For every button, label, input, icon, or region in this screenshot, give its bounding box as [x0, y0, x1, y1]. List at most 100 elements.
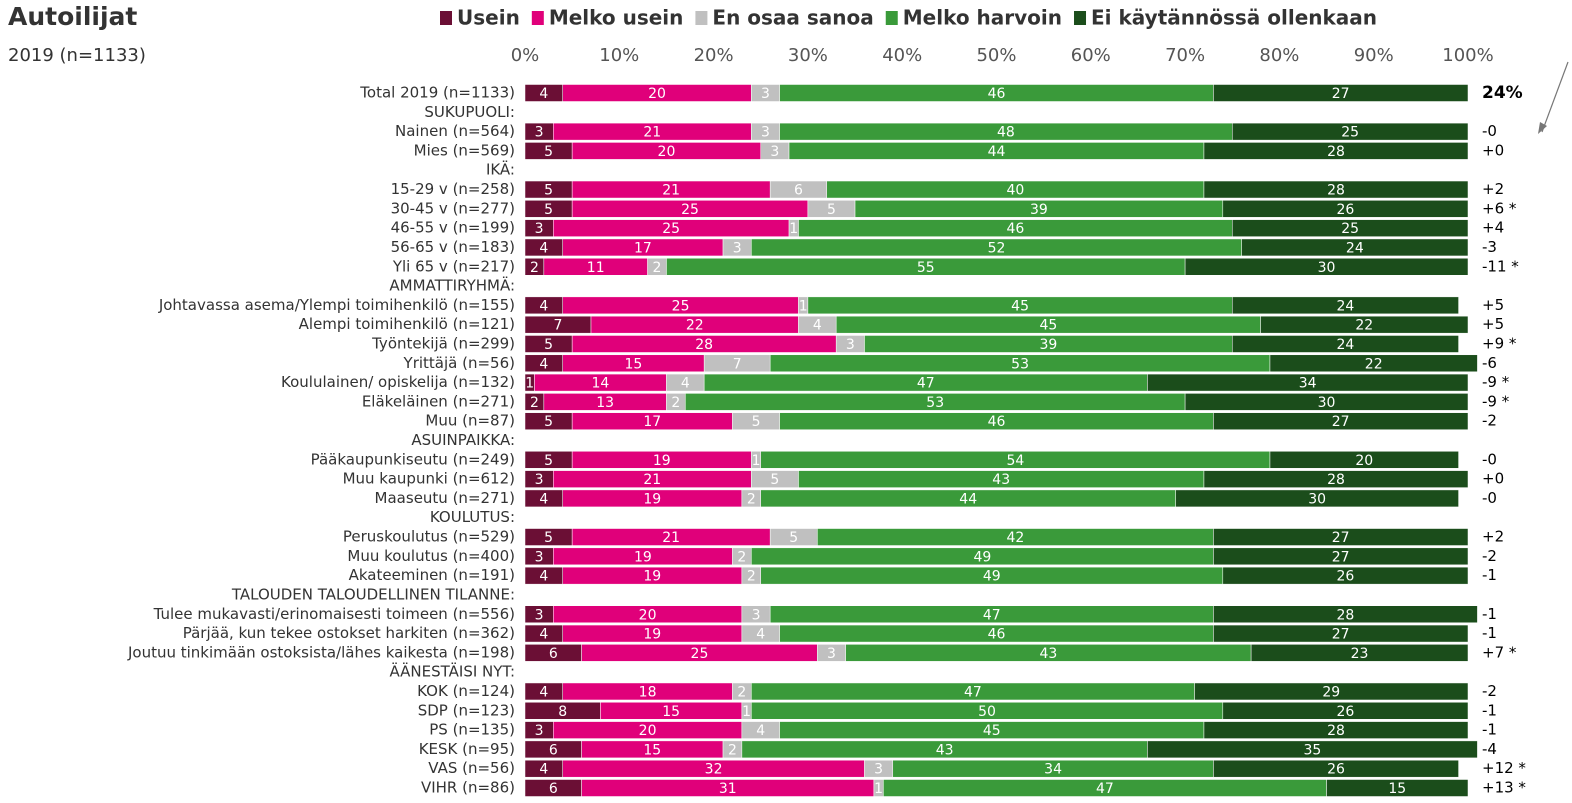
- value-label: 25: [691, 646, 709, 662]
- change-label: -1: [1482, 721, 1497, 739]
- row-label: SUKUPUOLI:: [424, 103, 515, 121]
- value-label: 3: [770, 144, 779, 160]
- value-label: 43: [1039, 646, 1057, 662]
- bar-segment: [1260, 315, 1469, 334]
- value-label: 27: [1332, 627, 1350, 643]
- change-label: -0: [1482, 122, 1497, 140]
- change-label: -6: [1482, 354, 1497, 372]
- value-label: 19: [643, 569, 661, 585]
- value-label: 31: [719, 781, 737, 797]
- value-label: 3: [752, 607, 761, 623]
- value-label: 1: [789, 221, 798, 237]
- change-label: -1: [1482, 566, 1497, 584]
- value-label: 39: [1030, 202, 1048, 218]
- value-label: 6: [549, 781, 558, 797]
- value-label: 2: [747, 569, 756, 585]
- value-label: 1: [752, 453, 761, 469]
- value-label: 4: [539, 491, 548, 507]
- value-label: 5: [752, 414, 761, 430]
- value-label: 24: [1336, 298, 1354, 314]
- value-label: 4: [756, 627, 765, 643]
- bar-segment: [1232, 219, 1469, 237]
- change-label: +12 *: [1482, 759, 1526, 777]
- value-label: 34: [1044, 762, 1062, 778]
- change-label: +2: [1482, 180, 1504, 198]
- value-label: 49: [983, 569, 1001, 585]
- value-label: 28: [1327, 472, 1345, 488]
- bar-segment: [1232, 296, 1459, 315]
- value-label: 19: [643, 491, 661, 507]
- row-label: Yrittäjä (n=56): [403, 354, 515, 372]
- row-label: VIHR (n=86): [421, 779, 515, 797]
- row-label: Pärjää, kun tekee ostokset harkiten (n=3…: [183, 624, 515, 642]
- bar-segment: [1213, 759, 1459, 778]
- value-label: 20: [639, 723, 657, 739]
- value-label: 4: [539, 627, 548, 643]
- row-label: Joutuu tinkimään ostoksista/lähes kaikes…: [127, 643, 515, 661]
- value-label: 26: [1336, 704, 1354, 720]
- value-label: 30: [1318, 260, 1336, 276]
- change-label: +13 *: [1482, 779, 1526, 797]
- value-label: 54: [1006, 453, 1024, 469]
- change-label: -1: [1482, 701, 1497, 719]
- value-label: 21: [662, 530, 680, 546]
- row-label: ÄÄNESTÄISI NYT:: [389, 662, 515, 681]
- value-label: 17: [634, 240, 652, 256]
- value-label: 45: [1011, 298, 1029, 314]
- value-label: 20: [648, 86, 666, 102]
- x-tick-label: 70%: [1165, 45, 1205, 66]
- row-label: Koululainen/ opiskelija (n=132): [281, 373, 515, 391]
- value-label: 4: [539, 684, 548, 700]
- value-label: 8: [558, 704, 567, 720]
- value-label: 5: [789, 530, 798, 546]
- value-label: 4: [756, 723, 765, 739]
- bar-segment: [1213, 528, 1469, 546]
- value-label: 5: [827, 202, 836, 218]
- change-label: 24%: [1482, 83, 1523, 103]
- value-label: 3: [535, 549, 544, 565]
- row-label: Johtavassa asema/Ylempi toimihenkilö (n=…: [158, 296, 515, 314]
- value-label: 32: [705, 762, 723, 778]
- value-label: 4: [813, 318, 822, 334]
- arrow: [1541, 61, 1569, 133]
- legend-label: Melko usein: [549, 6, 684, 30]
- change-label: +0: [1482, 470, 1504, 488]
- row-label: Eläkeläinen (n=271): [362, 392, 515, 410]
- value-label: 1: [799, 298, 808, 314]
- value-label: 2: [747, 491, 756, 507]
- value-label: 27: [1332, 549, 1350, 565]
- bar-segment: [1147, 740, 1478, 759]
- value-label: 4: [539, 569, 548, 585]
- x-tick-label: 100%: [1442, 45, 1493, 66]
- value-label: 20: [639, 607, 657, 623]
- value-label: 25: [662, 221, 680, 237]
- bar-segment: [1232, 335, 1459, 353]
- value-label: 47: [917, 376, 935, 392]
- change-label: -0: [1482, 489, 1497, 507]
- value-label: 49: [973, 549, 991, 565]
- value-label: 15: [625, 356, 643, 372]
- value-label: 35: [1303, 742, 1321, 758]
- value-label: 22: [686, 318, 704, 334]
- chart-subtitle: 2019 (n=1133): [8, 45, 146, 66]
- value-label: 20: [658, 144, 676, 160]
- change-label: -2: [1482, 682, 1497, 700]
- value-label: 20: [1355, 453, 1373, 469]
- bar-segment: [1222, 200, 1469, 218]
- row-label: Nainen (n=564): [395, 122, 515, 140]
- value-label: 5: [544, 337, 553, 353]
- value-label: 24: [1346, 240, 1364, 256]
- legend-swatch: [695, 11, 708, 25]
- row-label: Yli 65 v (n=217): [392, 257, 515, 275]
- value-label: 13: [596, 395, 614, 411]
- value-label: 27: [1332, 530, 1350, 546]
- value-label: 2: [728, 742, 737, 758]
- row-label: 15-29 v (n=258): [391, 180, 515, 198]
- row-label: ASUINPAIKKA:: [411, 431, 515, 449]
- change-label: +9 *: [1482, 334, 1517, 352]
- value-label: 53: [1011, 356, 1029, 372]
- value-label: 28: [1336, 607, 1354, 623]
- bar-segment: [1203, 142, 1469, 160]
- value-label: 30: [1308, 491, 1326, 507]
- value-label: 44: [959, 491, 977, 507]
